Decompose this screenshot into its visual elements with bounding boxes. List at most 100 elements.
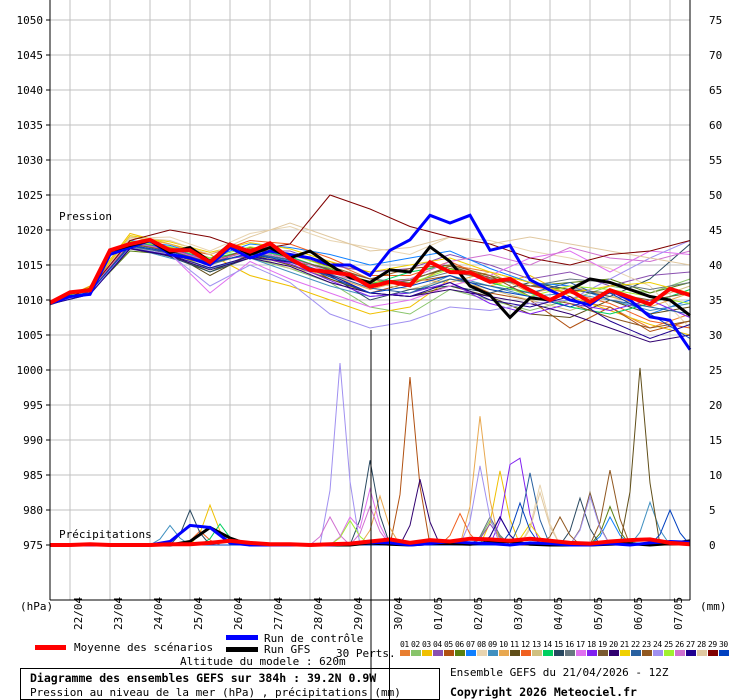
member-legend-label: 01 xyxy=(400,640,409,649)
member-legend-swatch xyxy=(576,650,586,656)
member-legend-swatch xyxy=(510,650,520,656)
member-legend-label: 29 xyxy=(708,640,717,649)
member-legend-swatch xyxy=(521,650,531,656)
right-tick-label: 70 xyxy=(709,49,722,62)
main-series xyxy=(49,213,692,548)
member-24-pressure-line xyxy=(49,240,691,329)
mean-pressure-line xyxy=(49,237,691,307)
member-legend-swatch xyxy=(719,650,729,656)
member-legend-swatch xyxy=(697,650,707,656)
member-legend-label: 12 xyxy=(521,640,530,649)
x-tick-label: 01/05 xyxy=(432,597,445,630)
x-tick-label: 29/04 xyxy=(352,597,365,630)
member-legend-label: 03 xyxy=(422,640,431,649)
right-tick-label: 25 xyxy=(709,364,722,377)
x-tick-label: 23/04 xyxy=(112,597,125,630)
run-info: Ensemble GEFS du 21/04/2026 - 12Z xyxy=(450,666,669,679)
left-tick-label: 1000 xyxy=(17,364,44,377)
right-tick-label: 45 xyxy=(709,224,722,237)
member-legend-swatch xyxy=(565,650,575,656)
left-tick-label: 1045 xyxy=(17,49,44,62)
member-legend-label: 28 xyxy=(697,640,706,649)
member-legend-swatch xyxy=(543,650,553,656)
left-tick-label: 980 xyxy=(23,504,43,517)
legend-mean-label: Moyenne des scénarios xyxy=(74,641,213,654)
x-tick-label: 27/04 xyxy=(272,597,285,630)
x-tick-label: 03/05 xyxy=(512,597,525,630)
member-legend-swatch xyxy=(444,650,454,656)
left-tick-label: 1005 xyxy=(17,329,44,342)
x-tick-label: 05/05 xyxy=(592,597,605,630)
member-legend-label: 02 xyxy=(411,640,420,649)
member-legend-label: 10 xyxy=(499,640,508,649)
member-legend-swatch xyxy=(422,650,432,656)
right-tick-label: 60 xyxy=(709,119,722,132)
member-28-pressure-line xyxy=(49,222,691,304)
chart-subtitle: Pression au niveau de la mer (hPa) , pré… xyxy=(30,686,401,699)
x-tick-label: 30/04 xyxy=(392,597,405,630)
right-tick-label: 40 xyxy=(709,259,722,272)
left-tick-label: 1035 xyxy=(17,119,44,132)
x-tick-label: 25/04 xyxy=(192,597,205,630)
member-legend-label: 13 xyxy=(532,640,541,649)
mean-precip-line xyxy=(50,536,691,548)
member-legend-label: 26 xyxy=(675,640,684,649)
member-legend-label: 14 xyxy=(543,640,552,649)
member-10-precip-line xyxy=(50,416,690,546)
member-legend-swatch xyxy=(686,650,696,656)
member-legend-swatch xyxy=(466,650,476,656)
member-legend-swatch xyxy=(499,650,509,656)
member-legend-label: 30 xyxy=(719,640,728,649)
member-legend-label: 23 xyxy=(642,640,651,649)
right-tick-label: 35 xyxy=(709,294,722,307)
x-tick-label: 02/05 xyxy=(472,597,485,630)
right-tick-label: 50 xyxy=(709,189,722,202)
member-legend-label: 09 xyxy=(488,640,497,649)
left-tick-label: 975 xyxy=(23,539,43,552)
member-24-precip-line xyxy=(50,362,690,546)
right-tick-label: 10 xyxy=(709,469,722,482)
x-tick-label: 28/04 xyxy=(312,597,325,630)
left-tick-label: 1020 xyxy=(17,224,44,237)
legend-gfs-label: Run GFS xyxy=(264,643,310,656)
member-legend-label: 24 xyxy=(653,640,662,649)
member-legend-swatch xyxy=(642,650,652,656)
left-tick-label: 1040 xyxy=(17,84,44,97)
member-legend-swatch xyxy=(708,650,718,656)
right-tick-label: 20 xyxy=(709,399,722,412)
legend-swatch-mean xyxy=(35,645,66,650)
member-legend-swatch xyxy=(433,650,443,656)
right-tick-label: 65 xyxy=(709,84,722,97)
x-tick-label: 24/04 xyxy=(152,597,165,630)
legend-perts-label: 30 Perts. xyxy=(336,647,396,660)
member-legend-swatch xyxy=(609,650,619,656)
member-legend-swatch xyxy=(411,650,421,656)
legend-swatch-gfs xyxy=(226,647,258,652)
member-legend-label: 18 xyxy=(587,640,596,649)
x-tick-label: 04/05 xyxy=(552,597,565,630)
right-tick-label: 75 xyxy=(709,14,722,27)
x-tick-label: 06/05 xyxy=(632,597,645,630)
member-legend-swatch xyxy=(488,650,498,656)
member-legend-label: 17 xyxy=(576,640,585,649)
member-legend-label: 15 xyxy=(554,640,563,649)
member-legend-swatch xyxy=(653,650,663,656)
member-legend-label: 06 xyxy=(455,640,464,649)
member-legend-swatch xyxy=(400,650,410,656)
member-legend-swatch xyxy=(631,650,641,656)
member-legend-label: 22 xyxy=(631,640,640,649)
member-legend-label: 05 xyxy=(444,640,453,649)
precip-label: Précipitations xyxy=(59,528,152,541)
member-legend-swatch xyxy=(587,650,597,656)
member-legend-label: 21 xyxy=(620,640,629,649)
left-axis-unit: (hPa) xyxy=(20,600,53,613)
chart-title: Diagramme des ensembles GEFS sur 384h : … xyxy=(30,671,376,685)
legend-control-label: Run de contrôle xyxy=(264,632,363,645)
tick-labels: 1050104510401035103010251020101510101005… xyxy=(17,14,723,630)
x-tick-label: 22/04 xyxy=(72,597,85,630)
member-11-precip-line xyxy=(50,367,690,546)
member-legend-swatch xyxy=(675,650,685,656)
right-tick-label: 30 xyxy=(709,329,722,342)
legend-swatch-control xyxy=(226,635,258,640)
member-legend-label: 16 xyxy=(565,640,574,649)
